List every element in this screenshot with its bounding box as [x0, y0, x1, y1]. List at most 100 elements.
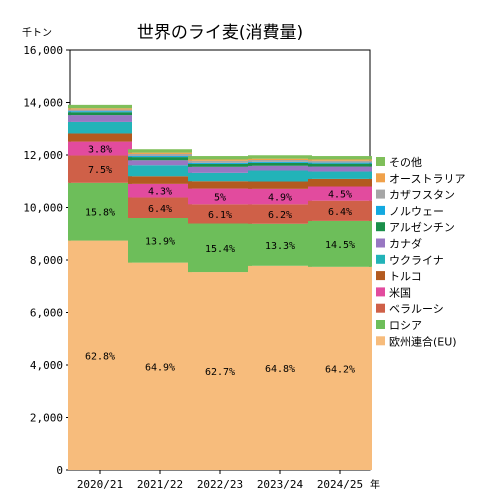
legend-swatch: [376, 320, 385, 329]
legend: その他オーストラリアカザフスタンノルウェーアルゼンチンカナダウクライナトルコ米国…: [376, 156, 465, 348]
legend-swatch: [376, 222, 385, 232]
legend-label: アルゼンチン: [389, 221, 455, 234]
bar-segment: [188, 160, 252, 163]
x-tick-label: 2020/21: [77, 478, 123, 491]
bar-segment: [248, 161, 312, 163]
bar-segment: [128, 149, 192, 153]
bar-segment: [128, 152, 192, 154]
legend-label: 欧州連合(EU): [389, 334, 457, 348]
bar-segment: [308, 156, 372, 160]
legend-swatch: [376, 189, 385, 199]
legend-label: ベラルーシ: [389, 303, 444, 316]
bar-segment: [248, 155, 312, 159]
legend-swatch: [376, 205, 385, 215]
bar-data-label: 64.2%: [325, 364, 355, 375]
legend-label: カザフスタン: [389, 189, 455, 202]
bar-segment: [248, 170, 312, 182]
bar-segment: [248, 223, 312, 266]
legend-swatch: [376, 173, 385, 183]
y-tick-label: 2,000: [30, 412, 63, 425]
legend-label: ノルウェー: [389, 205, 444, 218]
legend-swatch: [376, 271, 385, 281]
y-tick-label: 0: [56, 464, 63, 477]
x-axis-unit-label: 年: [370, 478, 380, 491]
x-tick-label: 2023/24: [257, 478, 304, 491]
plot-area: 0 2,000 4,000 6,000 8,000 10,000 12,000 14,000 1…: [23, 44, 372, 491]
y-tick-label: 12,000: [23, 149, 63, 162]
y-tick-label: 10,000: [23, 202, 63, 215]
legend-swatch: [376, 238, 385, 248]
bar-data-label: 4.3%: [148, 187, 172, 198]
bar-segment: [188, 204, 252, 224]
bar-data-label: 62.8%: [85, 351, 115, 362]
bar-segment: [248, 181, 312, 189]
bar-segment: [308, 178, 372, 187]
bar-segment: [68, 155, 132, 183]
bar-segment: [248, 165, 312, 171]
bar-segment: [308, 166, 372, 172]
bar-data-label: 13.9%: [145, 236, 175, 247]
x-tick-label: 2024/25: [317, 478, 363, 491]
legend-label: 米国: [389, 286, 411, 299]
bar-segment: [68, 108, 132, 110]
bar-segment: [68, 240, 132, 470]
bar-segment: [308, 186, 372, 201]
bar-data-label: 5%: [214, 192, 226, 203]
y-tick-label: 16,000: [23, 44, 63, 57]
bar-segment: [188, 163, 252, 167]
legend-swatch: [376, 336, 385, 346]
bar-segment: [128, 176, 192, 184]
bar-data-label: 13.3%: [265, 241, 295, 252]
bar-segment: [128, 156, 192, 158]
legend-swatch: [376, 157, 385, 166]
bar-segment: [128, 262, 192, 470]
bar-segment: [68, 115, 132, 122]
bar-segment: [308, 159, 372, 161]
legend-swatch: [376, 254, 385, 264]
bar-segment: [68, 182, 132, 241]
bar-segment: [248, 159, 312, 162]
bar-data-label: 7.5%: [88, 165, 112, 176]
bar-data-label: 64.9%: [145, 362, 175, 373]
bar-segment: [188, 272, 252, 470]
x-tick-label: 2021/22: [137, 478, 183, 491]
bar-data-label: 3.8%: [88, 145, 112, 156]
legend-label: オーストラリア: [389, 172, 465, 185]
bar-segment: [308, 200, 372, 221]
legend-label: ウクライナ: [389, 254, 444, 267]
bar-segment: [68, 112, 132, 116]
bar-segment: [188, 166, 252, 173]
bar-segment: [248, 158, 312, 160]
y-tick-label: 6,000: [30, 307, 63, 320]
bar-segment: [188, 172, 252, 182]
legend-label: ロシア: [389, 319, 422, 332]
bar-segment: [128, 153, 192, 157]
bar-segment: [308, 171, 372, 179]
y-axis-unit-label: 千トン: [22, 27, 52, 39]
bar-segment: [68, 121, 132, 134]
bar-segment: [68, 133, 132, 142]
bar-data-label: 62.7%: [205, 367, 235, 378]
bar-segment: [188, 223, 252, 273]
bar-data-label: 6.4%: [148, 204, 172, 215]
bar-segment: [68, 111, 132, 113]
bar-data-label: 4.9%: [268, 193, 292, 204]
bar-data-label: 15.4%: [205, 244, 235, 255]
bar-segment: [188, 156, 252, 160]
bar-segment: [308, 162, 372, 164]
bar-segment: [128, 218, 192, 263]
bar-segment: [188, 181, 252, 189]
bar-segment: [68, 109, 132, 112]
bar-segment: [68, 141, 132, 156]
x-tick-label: 2022/23: [197, 478, 243, 491]
bar-segment: [128, 160, 192, 166]
legend-label: その他: [389, 156, 422, 169]
y-tick-label: 14,000: [23, 97, 63, 110]
legend-swatch: [376, 287, 385, 297]
bar-segment: [188, 188, 252, 205]
bar-segment: [68, 104, 132, 109]
bar-data-label: 4.5%: [328, 190, 352, 201]
bar-segment: [128, 197, 192, 218]
bar-data-label: 6.2%: [268, 210, 292, 221]
